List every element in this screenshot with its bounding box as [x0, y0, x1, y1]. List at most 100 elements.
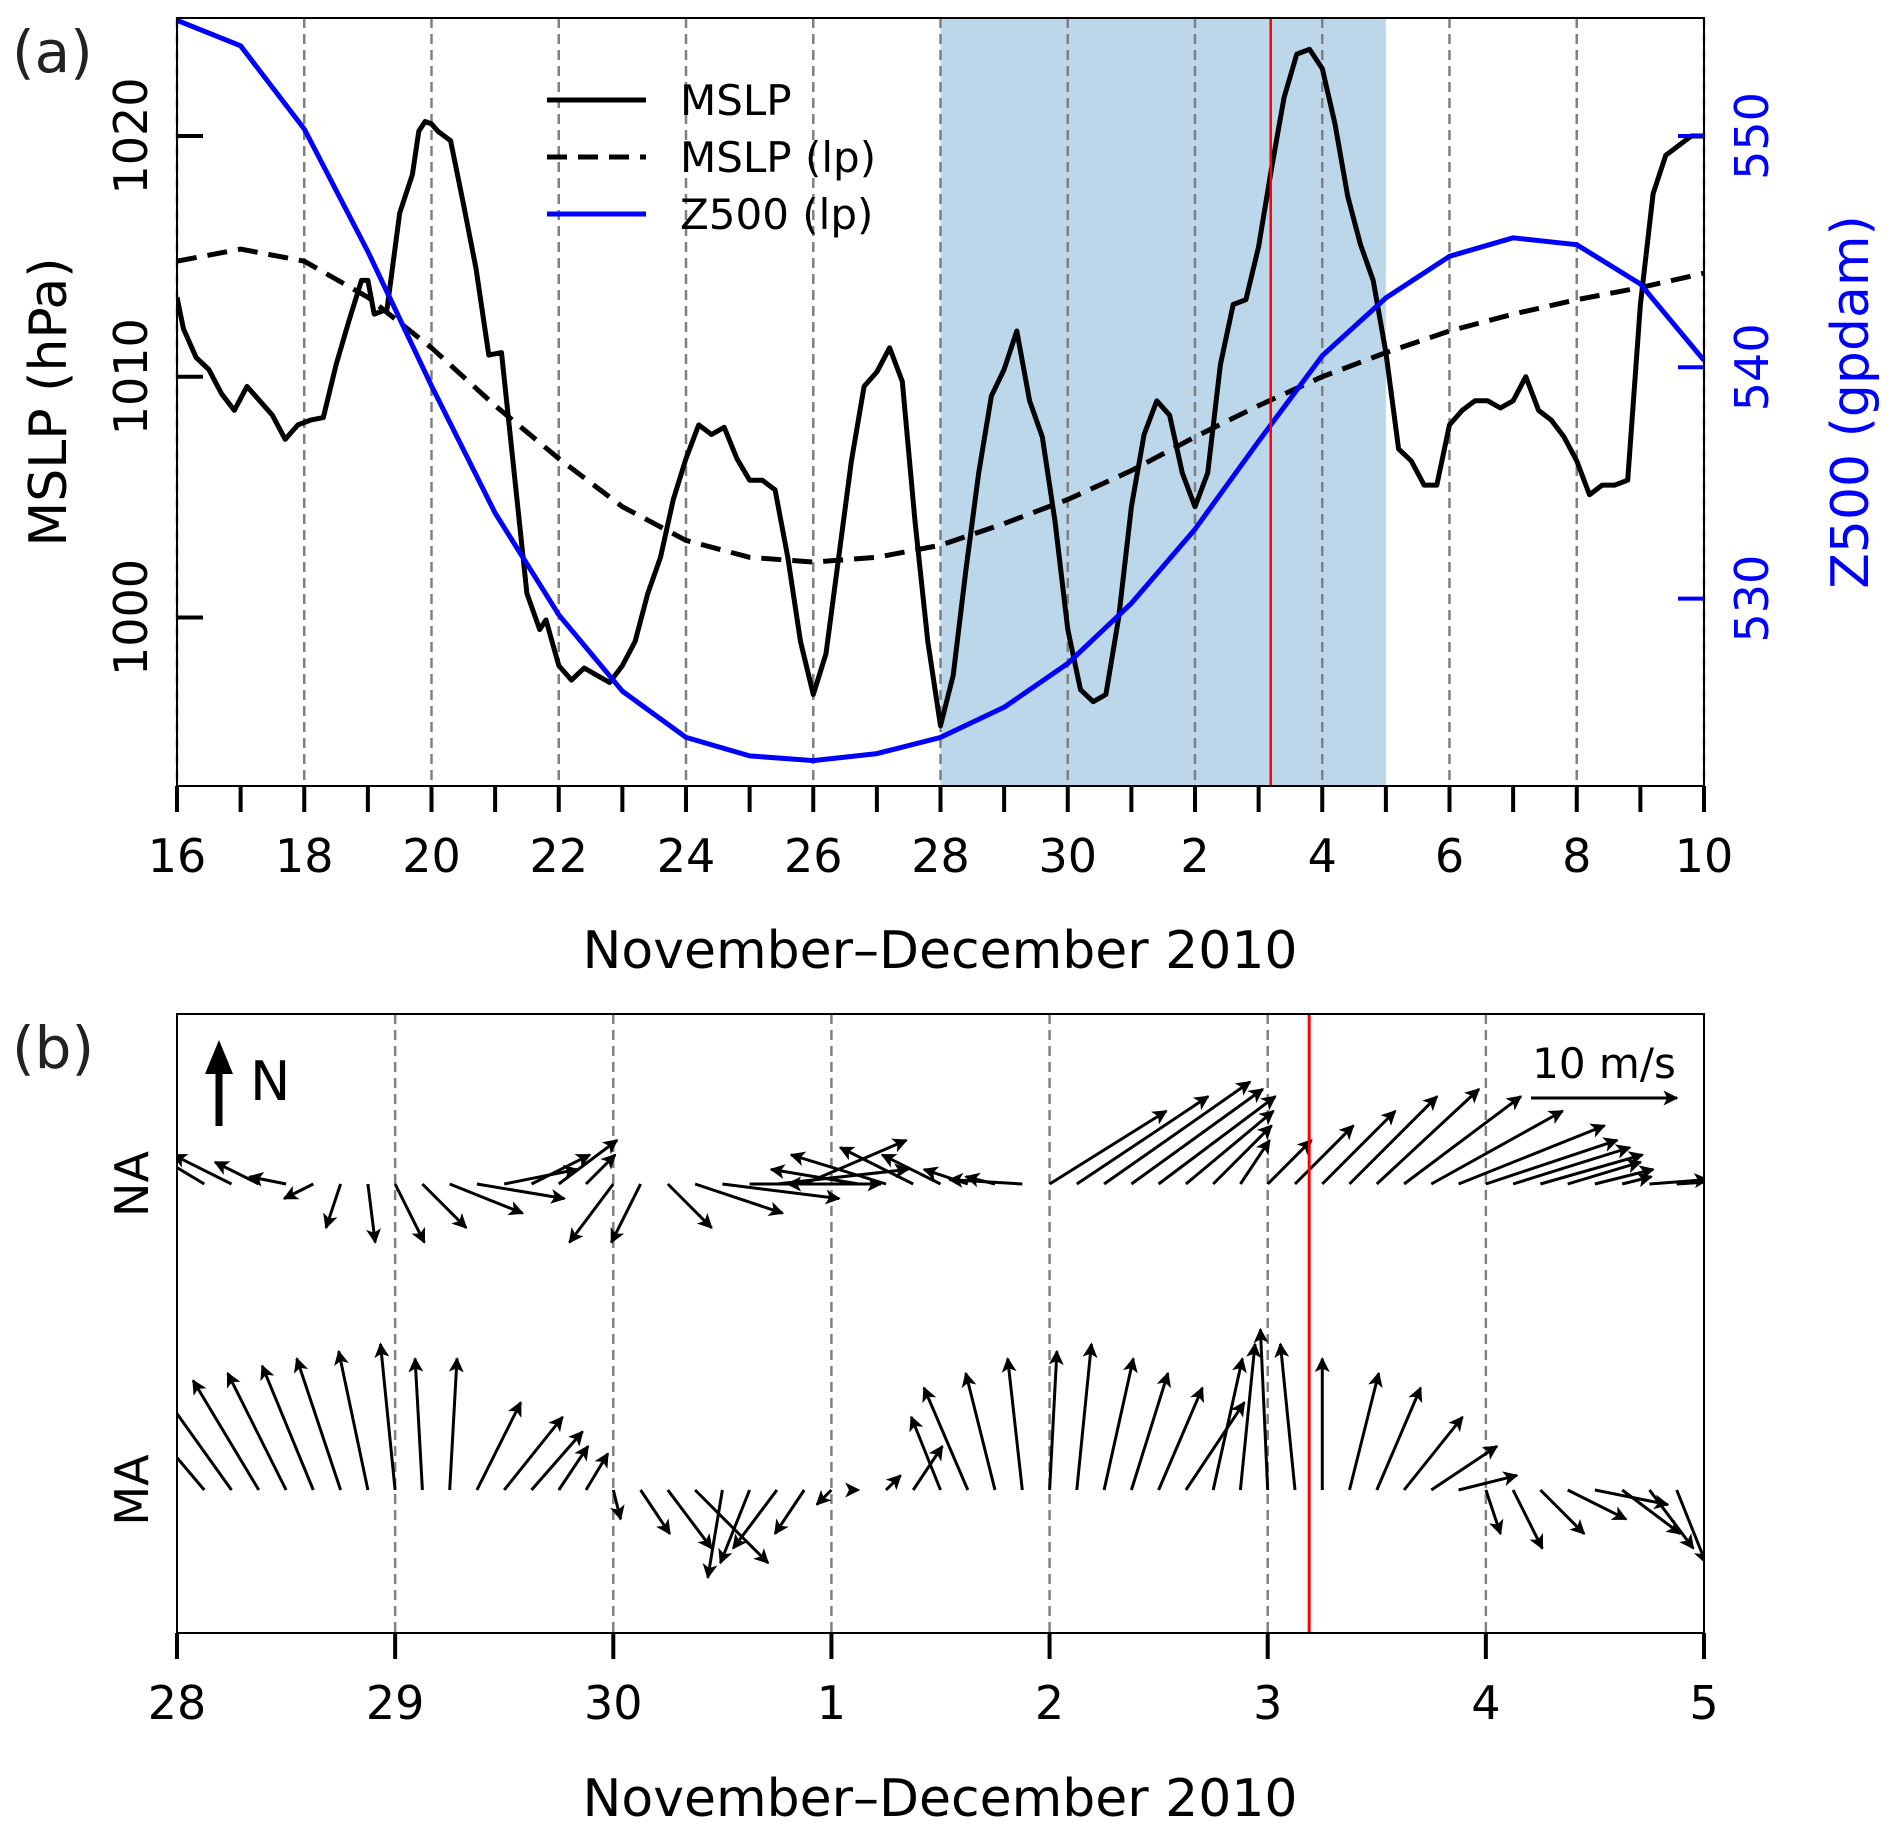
- wind-vector: [1048, 1349, 1064, 1491]
- y-axis-ticks: 1000 1010 1020: [104, 77, 203, 676]
- shaded-span-rect: [940, 18, 1386, 786]
- wind-vector: [1512, 1144, 1632, 1186]
- wind-vector: [449, 1182, 525, 1216]
- y-tick-label: 1020: [104, 77, 158, 194]
- wind-vector: [213, 1160, 260, 1186]
- wind-vector: [961, 1371, 997, 1491]
- wind-vector: [448, 1357, 464, 1491]
- x-tick-label: 2: [1180, 829, 1209, 883]
- wind-vector: [1675, 1489, 1704, 1565]
- wind-vector: [1130, 1087, 1265, 1186]
- x-tick-label: 28: [911, 829, 970, 883]
- wind-vector: [475, 1401, 523, 1491]
- x-tick-label: 2: [1035, 1676, 1064, 1730]
- wind-vector: [1648, 1489, 1695, 1550]
- wind-vector: [530, 1430, 584, 1491]
- x-axis-ticks: 16 18 20 22 24 26 28 30 2 4 6 8 10: [148, 786, 1734, 883]
- wind-vector: [1184, 1109, 1275, 1186]
- wind-vector: [177, 1411, 233, 1491]
- wind-vector: [884, 1474, 902, 1492]
- wind-vector: [702, 1489, 724, 1580]
- plot-frame: [176, 1013, 1705, 1634]
- wind-vector: [248, 1171, 287, 1187]
- wind-vector: [557, 1444, 590, 1491]
- x-axis-title: November–December 2010: [582, 1769, 1297, 1829]
- wind-vector: [503, 1164, 579, 1186]
- wind-vector: [503, 1415, 564, 1491]
- wind-vector: [1157, 1095, 1277, 1186]
- y-tick-label: 1000: [104, 559, 158, 676]
- wind-vector: [1253, 1327, 1270, 1491]
- wind-vector: [226, 1371, 288, 1491]
- scale-arrow: 10 m/s: [1531, 1039, 1679, 1106]
- wind-vector: [769, 1164, 859, 1186]
- y2-tick-label: 540: [1725, 323, 1779, 411]
- x-tick-label: 1: [817, 1676, 846, 1730]
- x-tick-label: 4: [1471, 1676, 1500, 1730]
- north-arrowhead-icon: [205, 1040, 233, 1074]
- wind-vector: [1458, 1123, 1606, 1186]
- x-tick-label: 10: [1675, 829, 1734, 883]
- wind-vector: [1211, 1357, 1247, 1491]
- wind-vector: [584, 1153, 617, 1186]
- wind-vector: [1649, 1173, 1704, 1189]
- vector-row-ma: [177, 1327, 1704, 1580]
- wind-vector: [421, 1182, 468, 1229]
- wind-vector: [1567, 1158, 1643, 1186]
- y2-axis-title: Z500 (gpdam): [1821, 215, 1881, 589]
- wind-vector: [694, 1182, 785, 1217]
- wind-vector: [911, 1444, 944, 1491]
- series-line-mslp: [177, 46, 1704, 729]
- wind-vector: [1075, 1095, 1210, 1186]
- wind-vector: [177, 1455, 206, 1491]
- wind-vector: [1075, 1342, 1098, 1491]
- y-tick-label: 1010: [104, 318, 158, 435]
- wind-vector: [639, 1489, 672, 1536]
- y2-axis-ticks: 530 540 550: [1678, 92, 1779, 643]
- wind-vector: [1430, 1109, 1565, 1186]
- wind-vector: [1430, 1444, 1499, 1492]
- wind-vector: [1594, 1165, 1655, 1186]
- wind-vector: [374, 1342, 397, 1491]
- y-axis-title: MSLP (hPa): [19, 257, 79, 546]
- x-tick-label: 26: [784, 829, 843, 883]
- wind-vector: [177, 1154, 233, 1186]
- wind-vector: [334, 1349, 370, 1491]
- wind-vector: [1458, 1471, 1519, 1492]
- shaded-span: [940, 18, 1386, 786]
- x-tick-label: 4: [1308, 829, 1337, 883]
- y2-tick-label: 550: [1725, 92, 1779, 180]
- series-line-mslp-lp: [177, 246, 1704, 565]
- vertical-gridlines: [393, 1014, 1488, 1633]
- series-line-z500-lp: [177, 18, 1704, 764]
- x-tick-label: 16: [148, 829, 207, 883]
- wind-vector: [568, 1183, 615, 1244]
- row-label-ma: MA: [105, 1454, 159, 1526]
- x-tick-label: 8: [1562, 829, 1591, 883]
- wind-vector: [1375, 1386, 1423, 1491]
- panel-b-label: (b): [12, 1014, 94, 1082]
- wind-vector: [815, 1488, 833, 1506]
- wind-vector: [393, 1183, 426, 1244]
- wind-vector: [1348, 1371, 1383, 1491]
- wind-vector: [880, 1153, 942, 1186]
- wind-vector: [1484, 1489, 1504, 1536]
- wind-vector: [1567, 1488, 1628, 1521]
- series-group: [177, 18, 1704, 764]
- wind-vector: [666, 1182, 713, 1229]
- x-axis-ticks: 28 29 30 1 2 3 4 5: [148, 1633, 1719, 1730]
- wind-vector: [1402, 1415, 1464, 1491]
- wind-vector: [1212, 1124, 1273, 1186]
- wind-vector: [1157, 1386, 1204, 1491]
- wind-vector: [1511, 1489, 1544, 1550]
- panel-a-label: (a): [12, 18, 93, 86]
- wind-vector: [947, 1172, 1023, 1188]
- row-labels: NA MA: [105, 1151, 159, 1526]
- x-tick-label: 6: [1435, 829, 1464, 883]
- wind-vector: [282, 1182, 314, 1200]
- wind-vector: [584, 1452, 610, 1491]
- wind-vector: [1539, 1151, 1645, 1186]
- x-tick-label: 20: [402, 829, 461, 883]
- wind-vector: [1485, 1137, 1619, 1186]
